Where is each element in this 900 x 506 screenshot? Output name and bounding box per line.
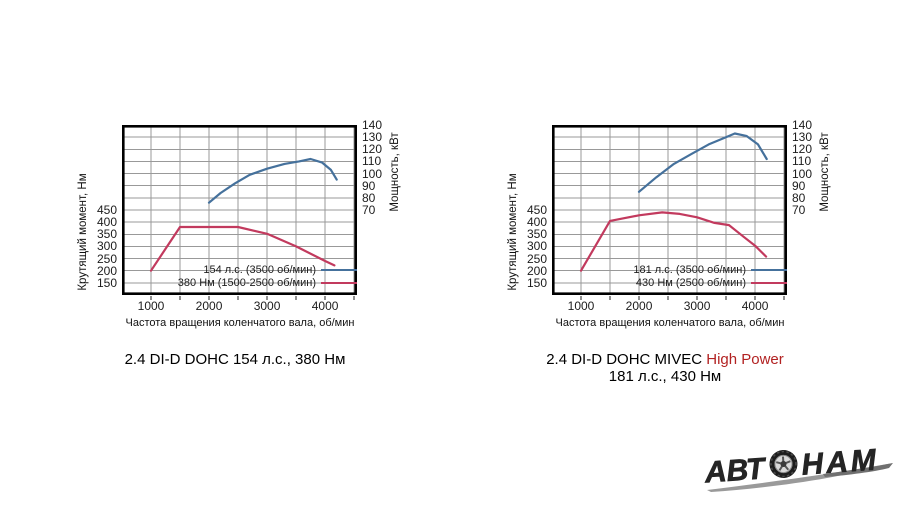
y-axis-tick-power: 80: [362, 190, 376, 205]
plot-area: [121, 124, 357, 300]
y-axis-tick-power: 70: [792, 203, 806, 217]
plot-border: [551, 124, 787, 295]
y-axis-tick-torque: 400: [526, 215, 547, 230]
y-axis-tick-torque: 300: [526, 239, 547, 254]
torque-curve: [149, 225, 336, 272]
power-curve: [637, 132, 768, 193]
y-axis-tick-torque: 200: [96, 263, 117, 278]
x-axis-tick: 4000: [741, 299, 769, 313]
x-axis-label: Частота вращения коленчатого вала, об/ми…: [555, 317, 785, 329]
y-axis-tick-power: 110: [792, 154, 812, 169]
chart-title-segment: 181 л.с., 430 Нм: [608, 368, 722, 385]
legend-label: 181 л.с. (3500 об/мин): [633, 263, 746, 276]
y-axis-tick-power: 90: [792, 178, 806, 193]
y-axis-tick-power: 120: [362, 142, 383, 157]
y-axis-label-power: Мощность, кВт: [389, 132, 401, 212]
x-axis-tick: 1000: [567, 299, 595, 313]
y-axis-label-power: Мощность, кВт: [819, 132, 831, 212]
legend-row: 430 Нм (2500 об/мин): [636, 276, 787, 289]
legend-row: 380 Нм (1500-2500 об/мин): [178, 276, 357, 289]
y-axis-tick-power: 70: [362, 203, 376, 217]
y-axis-tick-torque: 150: [96, 275, 117, 290]
legend-label: 380 Нм (1500-2500 об/мин): [177, 276, 316, 289]
tire-wheel-icon: [769, 449, 798, 478]
x-axis-tick: 4000: [311, 299, 339, 313]
x-axis-tick: 3000: [253, 299, 281, 313]
y-axis-tick-power: 140: [362, 118, 383, 132]
y-axis-tick-power: 100: [362, 166, 383, 181]
chart-title-line: 2.4 DI-D DOHC 154 л.с., 380 Нм: [80, 351, 390, 368]
torque-power-chart-right: 450 400 350 300 250 200 150 140 130 120 110 100 90 80…: [490, 105, 840, 405]
y-axis-tick-torque: 450: [526, 203, 547, 217]
x-axis-tick: 1000: [137, 299, 165, 313]
legend-line-swatch: [321, 281, 357, 284]
logo-text-nam: НАМ: [800, 443, 879, 481]
y-axis-tick-torque: 200: [526, 263, 547, 278]
y-axis-tick-torque: 150: [526, 275, 547, 290]
x-axis-tick: 2000: [195, 299, 223, 313]
legend-label: 154 л.с. (3500 об/мин): [203, 263, 316, 276]
legend-line-swatch: [321, 268, 357, 271]
y-axis-tick-power: 130: [362, 130, 383, 145]
torque-curve: [579, 211, 768, 272]
legend-row: 181 л.с. (3500 об/мин): [633, 263, 787, 276]
logo-text-avt: АВТ: [703, 452, 768, 489]
torque-power-chart-left: 450 400 350 300 250 200 150 140 130 120 110 100 90 80…: [60, 105, 410, 405]
legend-label: 430 Нм (2500 об/мин): [635, 276, 746, 289]
legend-row: 154 л.с. (3500 об/мин): [203, 263, 357, 276]
y-axis-tick-torque: 250: [96, 251, 117, 266]
y-axis-tick-power: 100: [792, 166, 813, 181]
logo-swoosh-tail: [823, 463, 893, 477]
legend-line-swatch: [751, 268, 787, 271]
x-axis-label: Частота вращения коленчатого вала, об/ми…: [125, 317, 355, 329]
x-axis-tick: 2000: [625, 299, 653, 313]
y-axis-tick-power: 140: [792, 118, 813, 132]
chart-title-segment: 2.4 DI-D DOHC 154 л.с., 380 Нм: [124, 351, 346, 368]
plot-area: [551, 124, 787, 300]
y-axis-tick-power: 130: [792, 130, 813, 145]
logo-swoosh: [707, 463, 893, 492]
y-axis-tick-torque: 250: [526, 251, 547, 266]
avtonam-logo-graphic: АВТ НАМ: [702, 443, 893, 492]
y-axis-tick-torque: 350: [526, 227, 547, 242]
chart-title-segment: 2.4 DI-D DOHC MIVEC: [546, 351, 707, 368]
y-axis-label-torque: Крутящий момент, Нм: [507, 173, 519, 291]
y-axis-tick-power: 120: [792, 142, 813, 157]
y-axis-tick-torque: 400: [96, 215, 117, 230]
y-axis-tick-torque: 450: [96, 203, 117, 217]
y-axis-tick-torque: 300: [96, 239, 117, 254]
chart-title: 2.4 DI-D DOHC MIVEC High Power 181 л.с., …: [510, 351, 820, 385]
y-axis-label-torque: Крутящий момент, Нм: [77, 173, 89, 291]
y-axis-tick-power: 90: [362, 178, 376, 193]
legend-line-swatch: [751, 281, 787, 284]
chart-title-line: 2.4 DI-D DOHC MIVEC High Power: [510, 351, 820, 368]
plot-border: [121, 124, 357, 295]
x-axis-tick: 3000: [683, 299, 711, 313]
chart-title-segment: High Power: [706, 351, 784, 368]
chart-title: 2.4 DI-D DOHC 154 л.с., 380 Нм: [80, 351, 390, 368]
y-axis-tick-power: 80: [792, 190, 806, 205]
avtonam-logo: АВТ НАМ: [702, 436, 898, 498]
y-axis-tick-torque: 350: [96, 227, 117, 242]
y-axis-tick-power: 110: [362, 154, 382, 169]
chart-title-line: 181 л.с., 430 Нм: [510, 368, 820, 385]
power-curve: [207, 157, 338, 204]
